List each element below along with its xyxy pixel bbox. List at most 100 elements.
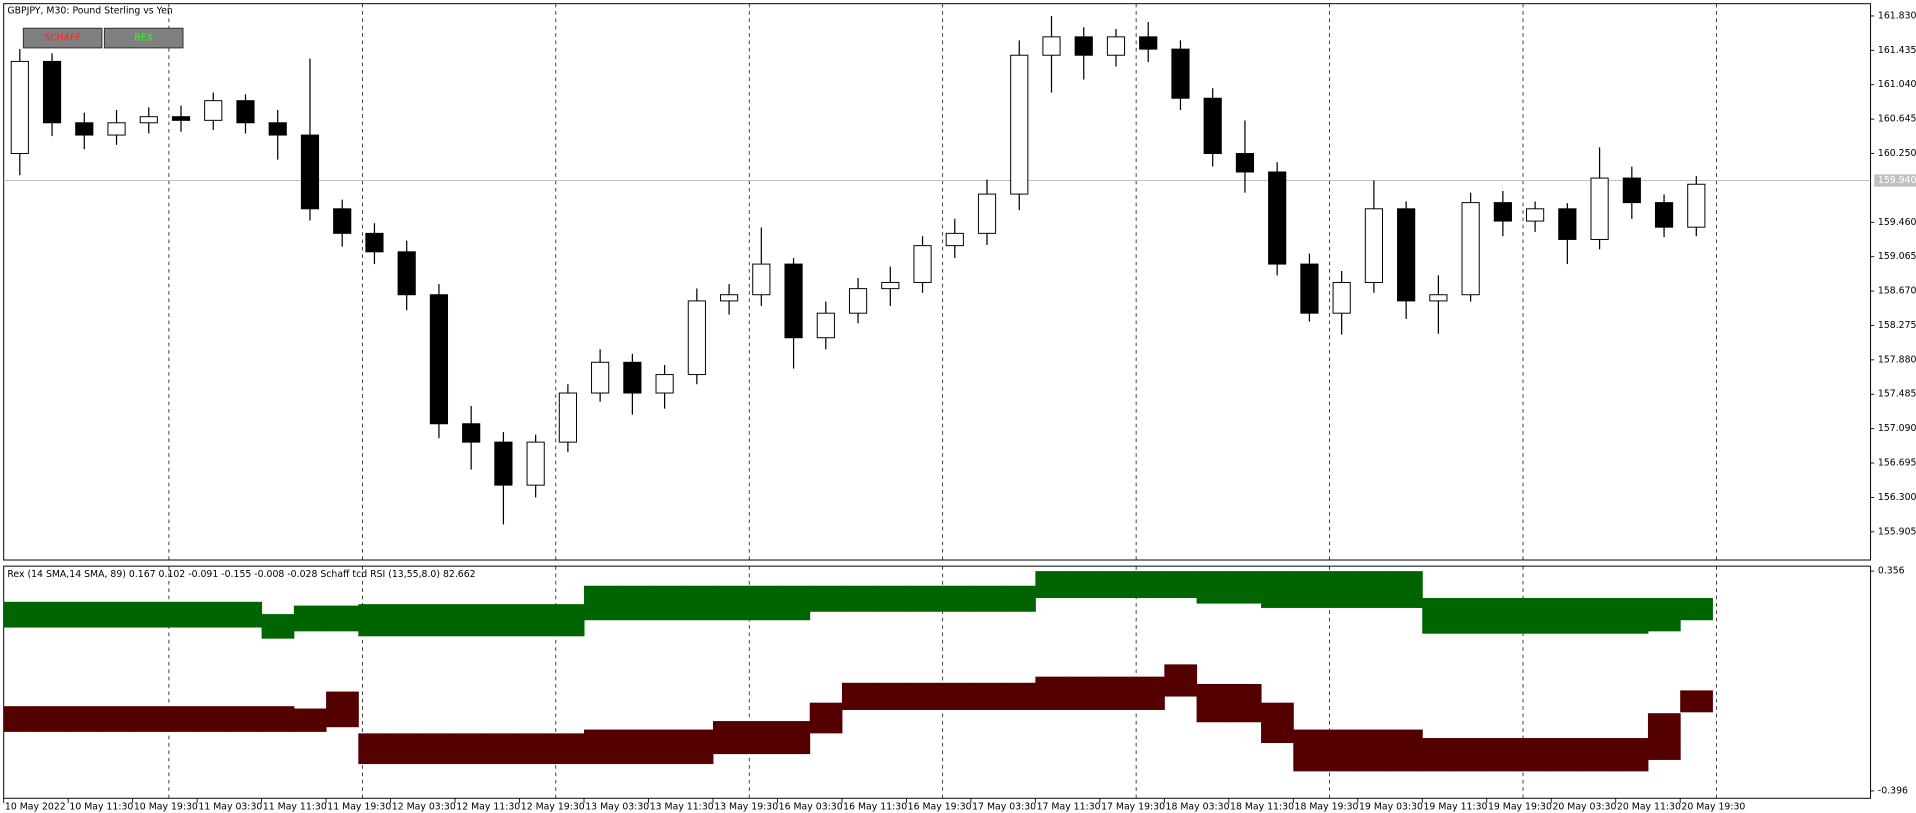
x-tick-label: 17 May 19:30 [1101, 801, 1165, 812]
band-segment [35, 601, 69, 628]
band-segment [1390, 571, 1423, 608]
band-segment [261, 706, 295, 732]
band-segment [197, 601, 230, 628]
band-segment [777, 585, 811, 621]
band-segment [1099, 571, 1133, 599]
indicator-button[interactable] [103, 27, 184, 49]
band-segment [1454, 598, 1488, 634]
band-segment [487, 604, 521, 637]
band-segment [1164, 664, 1198, 697]
candle-body [365, 232, 384, 253]
candle-body [1558, 208, 1577, 240]
band-segment [841, 682, 875, 710]
band-segment [809, 702, 843, 734]
candle-body [977, 193, 997, 234]
indicator-button-label[interactable]: SCHAFF [44, 33, 81, 44]
band-segment [3, 706, 37, 732]
band-segment [1647, 598, 1681, 632]
indicator-title: Rex (14 SMA,14 SMA, 89) 0.167 0.102 -0.0… [7, 569, 475, 580]
x-tick-label: 10 May 11:30 [69, 801, 133, 812]
candle-body [1654, 202, 1674, 228]
y-tick-label: 160.250 [1878, 148, 1916, 159]
band-segment [261, 614, 295, 639]
band-segment [100, 601, 134, 628]
candle-body [171, 116, 191, 121]
band-segment [874, 682, 907, 710]
band-segment [1132, 676, 1165, 710]
x-tick-label: 19 May 11:30 [1423, 801, 1487, 812]
indicator-button-label[interactable]: REX [134, 33, 153, 44]
candle-body [623, 361, 642, 394]
band-segment [358, 733, 392, 765]
candle-body [1235, 153, 1255, 173]
candle-body [848, 288, 868, 314]
x-tick-label: 10 May 19:30 [134, 801, 198, 812]
band-segment [68, 706, 101, 732]
current-price-box [1874, 174, 1916, 187]
y-tick-label: 161.040 [1878, 79, 1916, 90]
band-segment [874, 585, 907, 612]
candle-body [1590, 177, 1609, 240]
band-segment [1196, 683, 1230, 723]
candle-body [139, 116, 158, 124]
candle-body [1139, 36, 1158, 50]
band-segment [1647, 713, 1681, 760]
band-segment [1067, 676, 1101, 710]
y-tick-label: 159.460 [1878, 217, 1916, 228]
y-tick-label: 161.435 [1878, 45, 1916, 56]
candle-body [204, 100, 223, 121]
band-segment [1615, 738, 1649, 772]
band-segment [1615, 598, 1649, 634]
candle-body [558, 392, 577, 443]
band-segment [906, 585, 940, 612]
band-segment [1390, 729, 1423, 772]
band-segment [1325, 729, 1359, 772]
candle-body [1622, 177, 1641, 204]
x-tick-label: 18 May 03:30 [1166, 801, 1230, 812]
x-tick-label: 16 May 03:30 [779, 801, 843, 812]
y-tick-label: 158.275 [1878, 320, 1916, 331]
band-segment [906, 682, 940, 710]
y-tick-label: 160.645 [1878, 114, 1916, 125]
candle-body [913, 245, 932, 283]
candle-body [1268, 171, 1287, 265]
band-segment [132, 706, 166, 732]
band-segment [745, 721, 778, 755]
band-segment [970, 682, 1004, 710]
band-segment [1099, 676, 1133, 710]
candle-body [1332, 281, 1351, 314]
main-panel [3, 3, 1872, 561]
band-segment [1486, 598, 1520, 634]
y-tick-label: 158.670 [1878, 286, 1916, 297]
band-segment [326, 691, 359, 728]
band-segment [100, 706, 134, 732]
band-segment [1325, 571, 1359, 608]
band-segment [680, 729, 714, 765]
candle-body [1042, 36, 1061, 56]
candle-body [1203, 97, 1222, 155]
band-segment [584, 585, 617, 621]
candle-body [300, 134, 320, 210]
band-segment [616, 585, 649, 621]
x-tick-label: 19 May 03:30 [1359, 801, 1423, 812]
y-tick-label: 156.300 [1878, 492, 1916, 503]
band-segment [1422, 738, 1455, 772]
x-tick-label: 18 May 11:30 [1230, 801, 1294, 812]
band-segment [1228, 683, 1262, 723]
band-segment [455, 733, 488, 765]
indicator-button[interactable] [22, 27, 103, 49]
band-segment [584, 729, 617, 765]
band-segment [648, 729, 682, 765]
x-tick-label: 20 May 19:30 [1681, 801, 1745, 812]
x-tick-label: 11 May 19:30 [327, 801, 391, 812]
candle-body [526, 441, 545, 486]
band-segment [487, 733, 521, 765]
y-tick-label: 161.830 [1878, 10, 1916, 21]
candle-body [75, 122, 94, 136]
x-tick-label: 17 May 11:30 [1037, 801, 1101, 812]
band-segment [390, 733, 424, 765]
y-tick-label: 156.695 [1878, 458, 1916, 469]
band-segment [1357, 571, 1391, 608]
band-segment [326, 605, 359, 632]
